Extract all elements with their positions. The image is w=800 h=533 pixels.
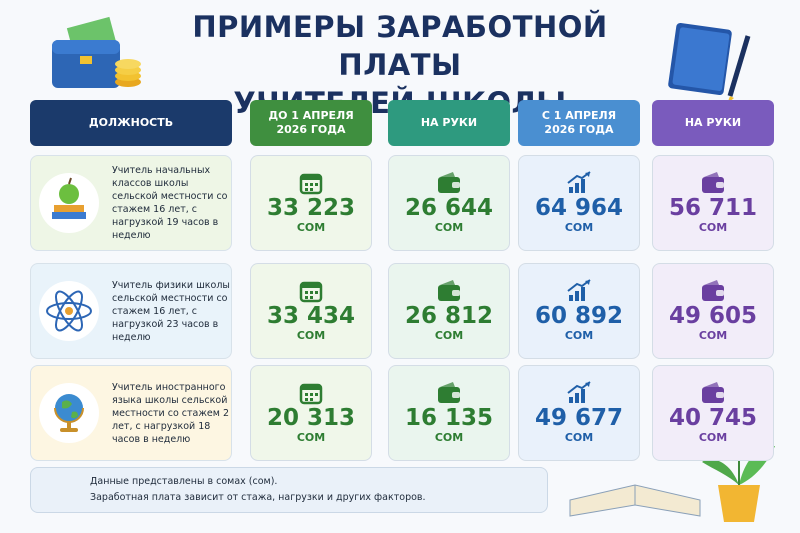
salary-value: 40 745: [668, 405, 758, 431]
cell-icon: [702, 172, 724, 193]
value-cell: 33 223 СОМ: [250, 155, 372, 251]
currency-unit: СОМ: [434, 221, 464, 234]
cell-icon: [438, 172, 460, 193]
row-icon-box: [38, 382, 100, 448]
salary-value: 20 313: [266, 405, 356, 431]
footnote-line: Данные представлены в сомах (сом).: [90, 476, 278, 487]
row-icon-box: [38, 172, 100, 238]
value-cell: 64 964 СОМ: [518, 155, 640, 251]
value-cell: 60 892 СОМ: [518, 263, 640, 359]
value-cell: 33 434 СОМ: [250, 263, 372, 359]
column-header: ДОЛЖНОСТЬ: [30, 100, 232, 146]
cell-icon: [702, 382, 724, 403]
column-header: НА РУКИ: [388, 100, 510, 146]
currency-unit: СОМ: [564, 431, 594, 444]
value-cell: 16 135 СОМ: [388, 365, 510, 461]
currency-unit: СОМ: [564, 221, 594, 234]
position: Учитель физики школы сельской местности …: [112, 279, 230, 343]
salary-value: 33 434: [266, 303, 356, 329]
cell-icon: [299, 173, 323, 195]
salary-value: 49 677: [534, 405, 624, 431]
currency-unit: СОМ: [698, 221, 728, 234]
cell-icon: [567, 171, 591, 193]
column-header: НА РУКИ: [652, 100, 774, 146]
position: Учитель иностранного языка школы сельско…: [112, 381, 230, 445]
row-icon: [39, 173, 99, 233]
currency-unit: СОМ: [296, 431, 326, 444]
position: Учитель начальных классов школы сельской…: [112, 165, 228, 241]
row-icon: [39, 281, 99, 341]
currency-unit: СОМ: [564, 329, 594, 342]
value-cell: 40 745 СОМ: [652, 365, 774, 461]
currency-unit: СОМ: [698, 431, 728, 444]
salary-value: 49 605: [668, 303, 758, 329]
cell-icon: [299, 281, 323, 303]
value-cell: 20 313 СОМ: [250, 365, 372, 461]
currency-unit: СОМ: [434, 329, 464, 342]
value-cell: 56 711 СОМ: [652, 155, 774, 251]
value-cell: 26 812 СОМ: [388, 263, 510, 359]
row-icon: [39, 383, 99, 443]
currency-unit: СОМ: [296, 221, 326, 234]
cell-icon: [438, 280, 460, 301]
currency-unit: СОМ: [296, 329, 326, 342]
salary-value: 33 223: [266, 195, 356, 221]
open-book-plant: [569, 445, 775, 522]
salary-value: 16 135: [404, 405, 494, 431]
salary-value: 60 892: [534, 303, 624, 329]
book-illustration: [668, 22, 751, 104]
cell-icon: [299, 383, 323, 405]
value-cell: 49 677 СОМ: [518, 365, 640, 461]
cell-icon: [438, 382, 460, 403]
column-header: С 1 АПРЕЛЯ 2026 ГОДА: [518, 100, 640, 146]
column-header: ДО 1 АПРЕЛЯ 2026 ГОДА: [250, 100, 372, 146]
row-icon-box: [38, 280, 100, 346]
cell-icon: [567, 279, 591, 301]
salary-value: 56 711: [668, 195, 758, 221]
value-cell: 49 605 СОМ: [652, 263, 774, 359]
cell-icon: [567, 381, 591, 403]
salary-value: 26 644: [404, 195, 494, 221]
title-line: ПРИМЕРЫ ЗАРАБОТНОЙ ПЛАТЫ: [192, 10, 608, 82]
footnote-box: [30, 467, 548, 513]
footnote-line: Заработная плата зависит от стажа, нагру…: [90, 492, 426, 503]
value-cell: 26 644 СОМ: [388, 155, 510, 251]
currency-unit: СОМ: [434, 431, 464, 444]
cell-icon: [702, 280, 724, 301]
footnote: Данные представлены в сомах (сом). Зараб…: [90, 474, 426, 506]
wallet-illustration: [52, 16, 141, 88]
salary-value: 26 812: [404, 303, 494, 329]
currency-unit: СОМ: [698, 329, 728, 342]
salary-value: 64 964: [534, 195, 624, 221]
